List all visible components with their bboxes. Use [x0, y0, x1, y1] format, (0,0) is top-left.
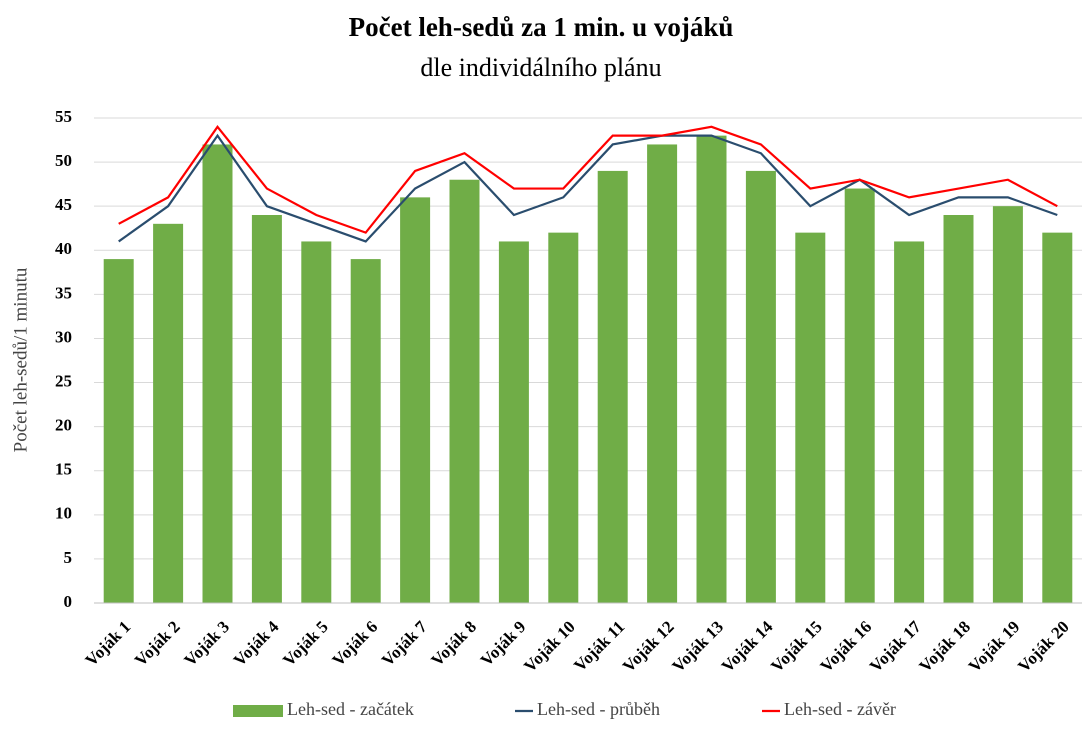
x-tick-label: Voják 18	[915, 617, 974, 676]
x-tick-label: Voják 16	[817, 617, 876, 676]
x-tick-label: Voják 6	[329, 617, 382, 670]
line	[118, 124, 1058, 234]
bar	[548, 232, 579, 604]
bar	[103, 259, 134, 603]
x-tick-label: Voják 4	[230, 617, 283, 670]
bar	[795, 232, 826, 604]
y-tick-label: 20	[55, 416, 72, 435]
bar	[251, 215, 282, 603]
x-tick-label: Voják 15	[767, 617, 826, 676]
x-tick-label: Voják 11	[570, 617, 628, 675]
x-tick-label: Voják 12	[619, 617, 678, 676]
legend-label: Leh-sed - začátek	[287, 699, 414, 719]
bar	[597, 170, 628, 603]
x-tick-label: Voják 20	[1014, 617, 1073, 676]
y-tick-label: 25	[55, 371, 72, 390]
x-tick-label: Voják 17	[866, 617, 925, 676]
legend-swatch	[233, 705, 283, 717]
y-tick-label: 10	[55, 504, 72, 523]
bar	[498, 241, 529, 604]
bar	[350, 259, 381, 603]
x-tick-label: Voják 1	[82, 617, 135, 670]
legend-label: Leh-sed - průběh	[537, 699, 660, 719]
chart-title: Počet leh-sedů za 1 min. u vojáků	[349, 12, 734, 42]
x-tick-label: Voják 8	[427, 617, 480, 670]
bar	[202, 144, 233, 604]
x-tick-label: Voják 2	[131, 617, 184, 670]
y-tick-label: 0	[64, 592, 73, 611]
bar	[1042, 232, 1073, 604]
y-tick-label: 55	[55, 107, 72, 126]
bar	[745, 170, 776, 603]
bar	[647, 144, 678, 604]
y-tick-label: 45	[55, 195, 72, 214]
y-tick-label: 15	[55, 460, 72, 479]
y-tick-label: 35	[55, 283, 72, 302]
bar	[844, 188, 875, 603]
x-tick-label: Voják 13	[668, 617, 727, 676]
x-tick-label: Voják 5	[279, 617, 332, 670]
x-tick-label: Voják 14	[718, 617, 777, 676]
y-tick-label: 50	[55, 151, 72, 170]
bar	[400, 197, 431, 603]
line	[118, 133, 1058, 243]
x-tick-label: Voják 10	[520, 617, 579, 676]
y-axis-title: Počet leh-sedů/1 minutu	[10, 267, 31, 452]
y-tick-label: 40	[55, 239, 72, 258]
bar	[449, 179, 480, 603]
bar	[943, 215, 974, 603]
x-tick-label: Voják 19	[965, 617, 1024, 676]
bar	[696, 135, 727, 604]
bar	[894, 241, 925, 604]
bar	[992, 206, 1023, 603]
bar	[301, 241, 332, 604]
chart-subtitle: dle individálního plánu	[420, 53, 661, 82]
x-tick-label: Voják 7	[378, 617, 431, 670]
y-tick-label: 5	[64, 548, 73, 567]
y-tick-label: 30	[55, 327, 72, 346]
bar	[153, 223, 184, 603]
x-tick-label: Voják 3	[180, 617, 233, 670]
legend-label: Leh-sed - závěr	[784, 699, 896, 719]
